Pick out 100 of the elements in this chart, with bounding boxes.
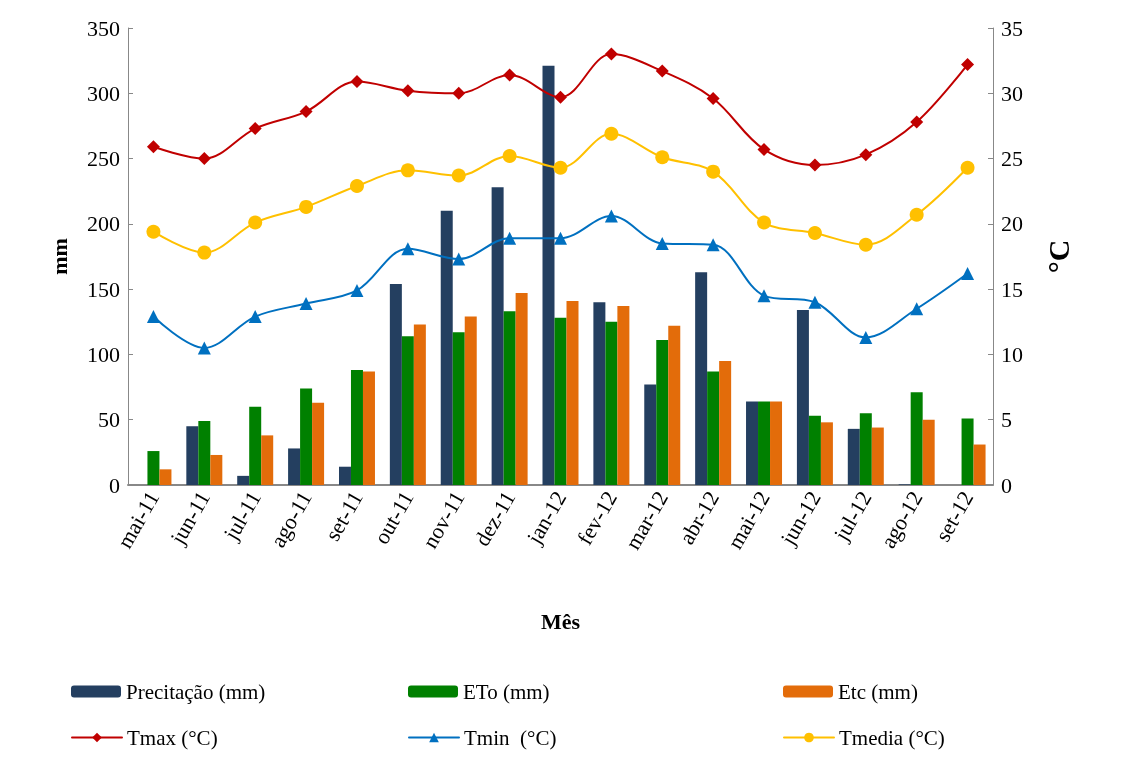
legend-label: Tmin (°C) [464, 725, 557, 750]
point [655, 64, 669, 78]
bar [186, 426, 199, 485]
bar [362, 371, 375, 485]
bar [210, 454, 223, 485]
point [197, 341, 211, 355]
legend-label: Etc (mm) [838, 679, 918, 704]
y2-tick-label: 35 [1001, 15, 1023, 41]
x-axis-title: Mês [540, 608, 581, 634]
legend-label: ETo (mm) [463, 679, 550, 704]
point [248, 215, 263, 230]
point [553, 160, 568, 175]
point [146, 310, 160, 324]
bar [859, 413, 872, 485]
point [299, 105, 313, 119]
point [350, 283, 364, 297]
y2-tick-label: 25 [1001, 146, 1023, 172]
bar [566, 300, 579, 485]
point [808, 158, 822, 172]
bar [413, 324, 426, 485]
point [554, 90, 567, 104]
y-tick-label: 300 [87, 80, 120, 106]
bar [707, 371, 720, 485]
legend-label: Tmedia (°C) [839, 725, 945, 750]
y2-axis-title: °C [1041, 239, 1075, 274]
bar [159, 469, 172, 485]
bar [389, 283, 402, 485]
point [808, 295, 822, 309]
bar [668, 325, 681, 485]
bar [758, 401, 771, 485]
point [401, 84, 415, 98]
y-tick-label: 250 [87, 146, 120, 172]
bar [644, 384, 657, 485]
legend-label: Precitação (mm) [126, 679, 266, 704]
bar [922, 419, 935, 485]
point [146, 140, 160, 154]
bar [237, 475, 250, 485]
bar [593, 302, 606, 485]
point [248, 122, 262, 136]
bar [770, 401, 783, 485]
point [350, 75, 364, 89]
point [961, 58, 975, 72]
y-tick-label: 200 [87, 211, 120, 237]
point [248, 310, 262, 324]
y2-tick-label: 0 [1001, 472, 1012, 498]
bar [503, 311, 516, 485]
bar [808, 415, 821, 485]
bar [401, 336, 414, 485]
bar [300, 388, 313, 485]
bar [617, 306, 630, 485]
bar [910, 392, 923, 485]
bar [338, 466, 351, 485]
point [452, 86, 466, 100]
bar [871, 427, 884, 485]
y-tick-label: 50 [98, 407, 120, 433]
point [401, 242, 415, 256]
point [349, 178, 364, 193]
y2-tick-label: 5 [1001, 407, 1012, 433]
point [858, 237, 873, 252]
point [807, 226, 822, 240]
y2-tick-label: 10 [1001, 341, 1023, 367]
point [604, 47, 618, 61]
y-tick-label: 150 [87, 276, 120, 302]
point [197, 245, 212, 260]
point [706, 164, 721, 179]
bar [491, 187, 504, 485]
point [197, 152, 211, 166]
point [299, 199, 314, 214]
point [299, 297, 313, 311]
bar [656, 340, 669, 485]
point [502, 148, 517, 163]
point [757, 215, 772, 230]
bar [452, 332, 465, 485]
bar [820, 422, 833, 485]
point [859, 330, 873, 344]
point [503, 231, 517, 245]
point [909, 207, 924, 222]
point [960, 160, 975, 175]
bar [440, 210, 453, 485]
y2-tick-label: 30 [1001, 80, 1023, 106]
bar [288, 448, 301, 485]
bar [464, 316, 477, 485]
y2-tick-label: 15 [1001, 276, 1023, 302]
point [604, 209, 618, 223]
bar [249, 406, 262, 485]
bar [719, 360, 732, 485]
y-tick-label: 350 [87, 15, 120, 41]
bar [961, 418, 974, 485]
bar [515, 293, 528, 485]
y2-tick-label: 20 [1001, 211, 1023, 237]
bar [542, 65, 555, 485]
point [554, 231, 567, 245]
point [706, 238, 720, 252]
point [503, 68, 517, 82]
point [757, 142, 771, 156]
point [757, 289, 771, 303]
point [859, 148, 873, 162]
bar [796, 310, 809, 485]
legend-label: Tmax (°C) [127, 725, 218, 750]
point [910, 302, 924, 316]
